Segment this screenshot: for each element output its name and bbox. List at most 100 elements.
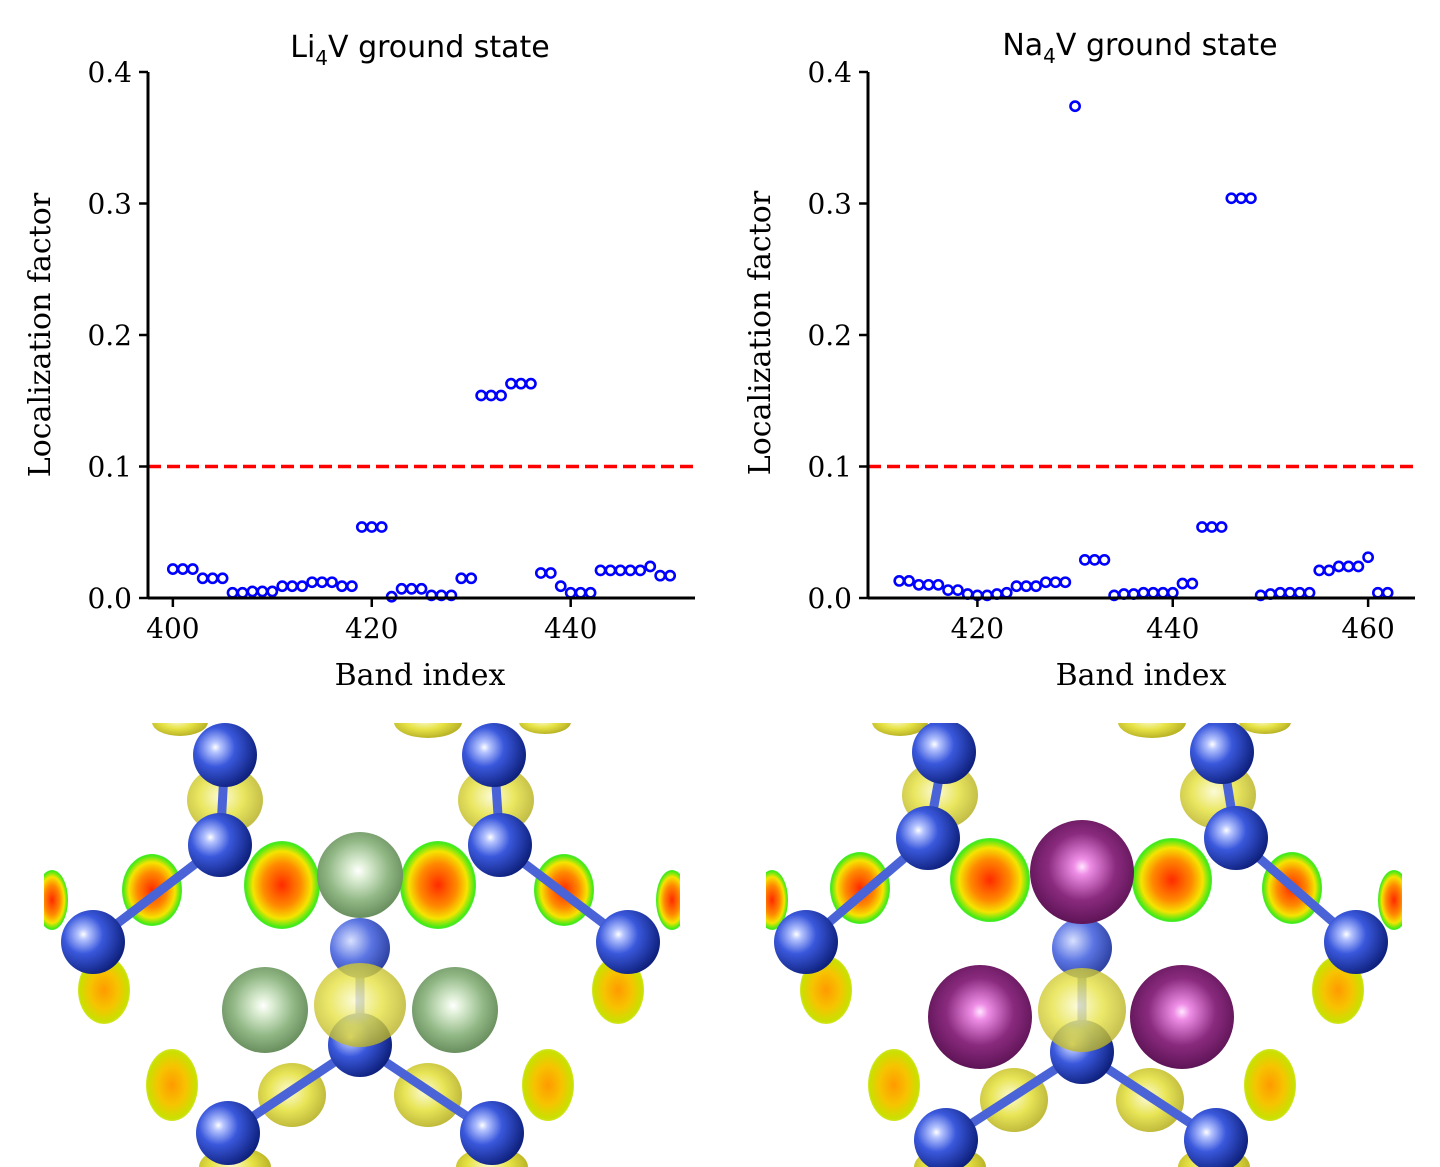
isosurface bbox=[872, 723, 928, 736]
data-point bbox=[1352, 560, 1365, 573]
x-tick-label: 440 bbox=[1146, 612, 1199, 645]
x-tick-label: 420 bbox=[951, 612, 1004, 645]
isosurface bbox=[766, 870, 788, 930]
host-atom bbox=[61, 910, 125, 974]
host-atom bbox=[1324, 910, 1388, 974]
host-atom bbox=[462, 723, 526, 787]
data-points bbox=[166, 377, 677, 603]
data-point bbox=[186, 563, 199, 575]
data-point bbox=[1059, 576, 1072, 589]
chart-title: Li4V ground state bbox=[290, 30, 550, 70]
host-atom bbox=[1190, 723, 1254, 784]
data-point bbox=[415, 582, 428, 595]
isosurface bbox=[1378, 870, 1402, 930]
data-point bbox=[1362, 551, 1375, 564]
data-point bbox=[296, 580, 309, 593]
axes: 0.0 0.1 0.2 0.3 0.4 400 420 440 bbox=[87, 56, 695, 645]
isosurface bbox=[152, 723, 208, 736]
data-point bbox=[1245, 192, 1257, 205]
data-point bbox=[1030, 580, 1042, 593]
isosurface bbox=[519, 723, 571, 734]
data-point bbox=[1098, 553, 1111, 566]
y-axis-label: Localization factor bbox=[743, 190, 778, 475]
data-point bbox=[1069, 100, 1081, 113]
li4v-structure-image bbox=[44, 723, 680, 1167]
host-atom bbox=[1052, 918, 1112, 978]
y-tick-label: 0.2 bbox=[87, 319, 132, 352]
isosurface bbox=[146, 1049, 198, 1121]
isosurface bbox=[1239, 723, 1291, 734]
data-point bbox=[554, 580, 567, 593]
host-atom bbox=[774, 910, 838, 974]
guest-atom bbox=[1030, 820, 1134, 924]
isosurface bbox=[1038, 968, 1126, 1052]
y-tick-label: 0.3 bbox=[87, 188, 132, 221]
y-tick-label: 0.2 bbox=[807, 319, 852, 352]
x-axis-label: Band index bbox=[1056, 658, 1227, 693]
host-atom bbox=[193, 723, 257, 787]
guest-atom bbox=[412, 967, 498, 1053]
host-atom bbox=[1204, 806, 1268, 870]
host-atom bbox=[596, 910, 660, 974]
host-atom bbox=[912, 723, 976, 784]
x-tick-label: 400 bbox=[146, 612, 199, 645]
host-atom bbox=[1184, 1108, 1248, 1167]
data-point bbox=[525, 377, 537, 390]
data-point bbox=[932, 578, 945, 591]
guest-atom bbox=[317, 832, 403, 918]
y-tick-label: 0.3 bbox=[807, 188, 852, 221]
y-tick-label: 0.1 bbox=[87, 451, 132, 484]
chart-na4v: Na4V ground state 0.0 0.1 0.2 0.3 0.4 420 440 4… bbox=[743, 28, 1415, 693]
y-tick-label: 0.0 bbox=[807, 582, 852, 615]
data-point bbox=[495, 389, 507, 402]
isosurface bbox=[394, 723, 462, 738]
data-point bbox=[664, 569, 677, 582]
guest-atom bbox=[928, 965, 1032, 1069]
data-point bbox=[326, 576, 338, 589]
isosurface bbox=[314, 963, 406, 1047]
data-point bbox=[1323, 564, 1335, 577]
isosurface bbox=[44, 870, 68, 930]
data-point bbox=[903, 575, 915, 587]
y-tick-label: 0.4 bbox=[87, 56, 132, 89]
host-atom bbox=[914, 1108, 978, 1167]
isosurface bbox=[868, 1049, 920, 1121]
data-point bbox=[544, 567, 557, 579]
na4v-structure-image bbox=[766, 723, 1402, 1167]
isosurface bbox=[244, 841, 320, 929]
guest-atom bbox=[1130, 965, 1234, 1069]
data-point bbox=[266, 585, 279, 598]
isosurface bbox=[1118, 723, 1186, 738]
y-tick-label: 0.0 bbox=[87, 582, 132, 615]
isosurface bbox=[950, 838, 1030, 922]
x-tick-label: 420 bbox=[345, 612, 398, 645]
chart-title: Na4V ground state bbox=[1002, 28, 1277, 68]
host-atom bbox=[330, 918, 390, 978]
host-atom bbox=[460, 1101, 524, 1165]
data-point bbox=[634, 564, 647, 577]
x-axis-label: Band index bbox=[335, 658, 506, 693]
x-tick-label: 440 bbox=[544, 612, 597, 645]
isosurface bbox=[1244, 1049, 1296, 1121]
host-atom bbox=[188, 813, 252, 877]
data-point bbox=[445, 589, 458, 602]
y-axis-label: Localization factor bbox=[23, 192, 58, 477]
isosurface bbox=[522, 1049, 574, 1121]
data-point bbox=[1215, 521, 1228, 533]
axes: 0.0 0.1 0.2 0.3 0.4 420 440 460 bbox=[807, 56, 1415, 645]
data-point bbox=[216, 572, 229, 585]
isosurface bbox=[1132, 838, 1212, 922]
guest-atom bbox=[222, 967, 308, 1053]
y-tick-label: 0.4 bbox=[807, 56, 852, 89]
isosurface bbox=[400, 841, 476, 929]
data-point bbox=[465, 572, 478, 585]
data-point bbox=[951, 584, 964, 597]
host-atom bbox=[468, 813, 532, 877]
chart-li4v: Li4V ground state 0.0 0.1 0.2 0.3 0.4 400 420 4… bbox=[23, 30, 695, 693]
data-point bbox=[345, 580, 358, 593]
data-point bbox=[644, 560, 657, 573]
data-point bbox=[1186, 577, 1199, 590]
host-atom bbox=[896, 806, 960, 870]
host-atom bbox=[196, 1101, 260, 1165]
